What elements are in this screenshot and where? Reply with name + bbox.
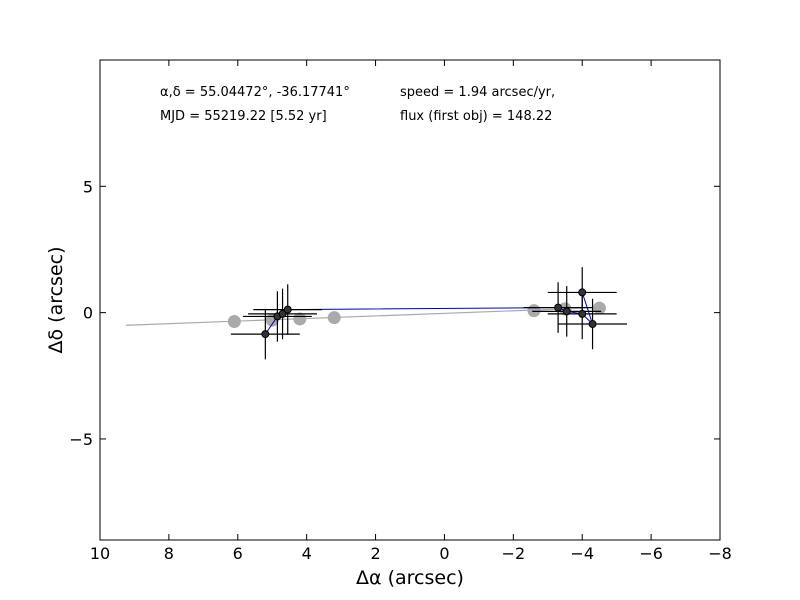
annotation-speed: speed = 1.94 arcsec/yr, xyxy=(400,85,555,100)
observed-point xyxy=(578,309,587,318)
model-point xyxy=(227,314,241,328)
model-point xyxy=(527,304,541,318)
annotation-flux: flux (first obj) = 148.22 xyxy=(400,109,552,124)
x-tick-label: 2 xyxy=(370,544,380,563)
x-tick-label: 6 xyxy=(233,544,243,563)
model-point xyxy=(592,301,606,315)
y-tick-label: −5 xyxy=(69,430,93,449)
annotation-coords: α,δ = 55.04472°, -36.17741° xyxy=(160,85,350,100)
x-tick-label: 8 xyxy=(164,544,174,563)
y-tick-label: 5 xyxy=(83,177,93,196)
observed-path-line xyxy=(264,292,594,335)
data-layer xyxy=(125,267,627,360)
model-trajectory-line xyxy=(125,306,600,326)
x-axis-label: Δα (arcsec) xyxy=(356,567,464,589)
x-tick-label: −8 xyxy=(708,544,732,563)
observed-point xyxy=(588,320,597,328)
observed-point xyxy=(283,305,292,314)
y-tick-label: 0 xyxy=(83,304,93,323)
observed-point xyxy=(562,307,571,316)
observed-point xyxy=(554,303,563,312)
ticks-layer: 10 8 6 4 2 0 −2 −4 −6 −8 5 0 −5 xyxy=(69,60,732,563)
x-tick-label: −4 xyxy=(570,544,594,563)
model-point xyxy=(327,311,341,325)
model-point xyxy=(293,312,307,326)
observed-point xyxy=(278,309,287,318)
x-tick-label: −6 xyxy=(639,544,663,563)
x-tick-label: 0 xyxy=(439,544,449,563)
x-tick-label: 4 xyxy=(302,544,312,563)
plot-frame xyxy=(99,59,721,541)
observed-point xyxy=(261,330,270,339)
annotation-mjd: MJD = 55219.22 [5.52 yr] xyxy=(160,109,327,124)
y-axis-label: Δδ (arcsec) xyxy=(45,246,67,353)
x-tick-label: −2 xyxy=(502,544,526,563)
observed-point xyxy=(578,288,587,297)
x-tick-label: 10 xyxy=(90,544,110,563)
